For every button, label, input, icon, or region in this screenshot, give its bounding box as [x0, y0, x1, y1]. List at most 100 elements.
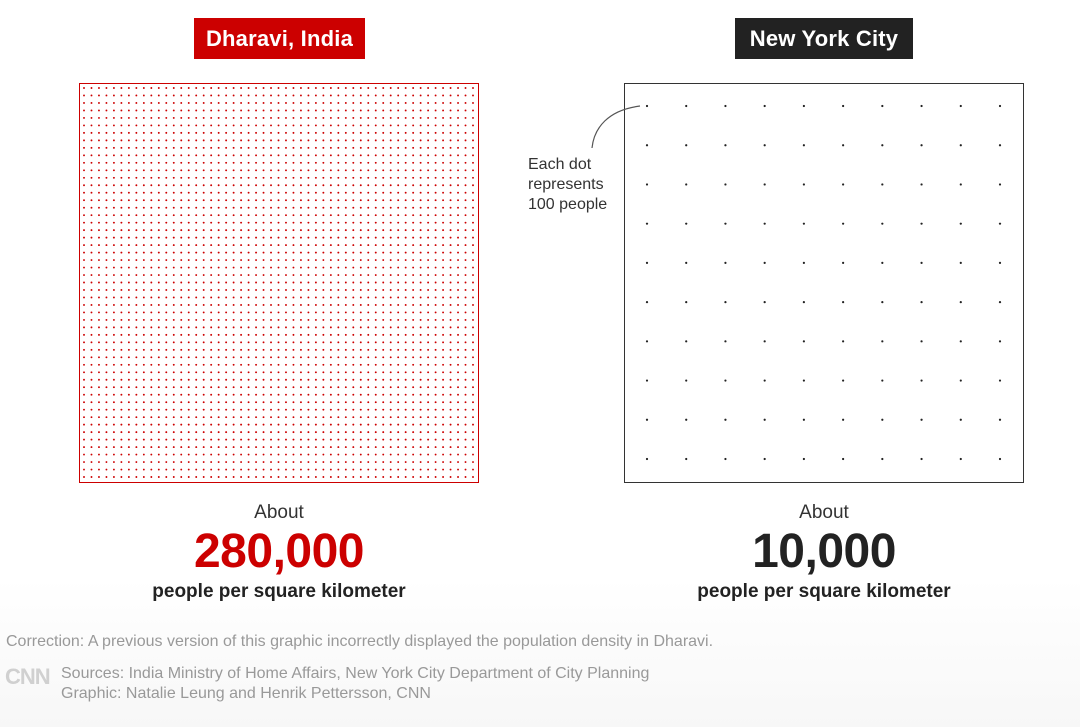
dharavi-dot-2141	[240, 386, 243, 389]
nyc-dot-62	[724, 340, 727, 343]
dharavi-dot-2738	[344, 468, 347, 471]
dharavi-dot-1155	[397, 244, 400, 247]
dharavi-dot-763	[240, 191, 243, 194]
dharavi-dot-1268	[449, 259, 452, 262]
dharavi-dot-500	[255, 154, 258, 157]
dharavi-dot-2087	[232, 378, 235, 381]
dharavi-dot-560	[307, 161, 310, 164]
dharavi-dot-1141	[292, 244, 295, 247]
dharavi-dot-1134	[240, 244, 243, 247]
nyc-dot-9	[998, 104, 1002, 108]
nyc-dot-88	[959, 418, 962, 421]
dharavi-dot-2326	[434, 408, 437, 411]
dharavi-dot-1793	[412, 333, 415, 336]
dharavi-dot-2655	[120, 461, 123, 463]
dharavi-dot-1967	[127, 363, 130, 366]
dharavi-dot-906	[120, 214, 123, 217]
dharavi-dot-325	[135, 131, 138, 134]
nyc-dot-72	[724, 379, 727, 382]
dharavi-dot-2497	[127, 438, 130, 441]
dharavi-dot-138	[322, 102, 325, 104]
dharavi-dot-2564	[232, 446, 235, 449]
dharavi-dot-1269	[457, 259, 459, 262]
dharavi-dot-790	[442, 191, 445, 194]
dharavi-dot-50	[457, 87, 459, 89]
dharavi-dot-2623	[277, 453, 280, 456]
dharavi-dot-829	[337, 199, 340, 202]
dharavi-dot-1750	[90, 333, 93, 336]
dharavi-dot-524	[434, 154, 437, 157]
dharavi-dot-826	[314, 199, 317, 202]
dharavi-dot-2773	[210, 476, 213, 478]
nyc-dot-21	[685, 183, 688, 186]
dharavi-dot-2635	[367, 453, 370, 456]
dharavi-dot-2681	[314, 461, 317, 463]
dharavi-dot-1701	[120, 326, 123, 329]
dharavi-dot-1310	[367, 266, 370, 269]
dharavi-dot-2078	[165, 378, 168, 381]
dharavi-dot-2052	[367, 371, 370, 374]
dharavi-dot-922	[240, 214, 243, 217]
dharavi-dot-920	[225, 214, 228, 217]
dharavi-dot-1629	[374, 311, 377, 314]
dharavi-dot-1162	[449, 244, 452, 247]
dharavi-dot-2742	[374, 468, 377, 471]
dharavi-dot-2107	[382, 378, 385, 381]
dharavi-dot-1882	[285, 348, 287, 351]
dharavi-dot-1780	[314, 333, 317, 336]
dharavi-dot-2624	[285, 453, 287, 456]
dharavi-dot-1562	[270, 303, 272, 306]
dharavi-dot-1724	[292, 326, 295, 329]
dharavi-dot-1746	[457, 326, 459, 329]
dharavi-dot-1924	[202, 356, 205, 359]
dharavi-dot-1229	[157, 259, 160, 262]
dharavi-dot-507	[307, 154, 310, 157]
dharavi-dot-26	[277, 87, 280, 89]
dharavi-dot-2612	[195, 453, 198, 456]
dharavi-dot-2285	[127, 408, 130, 411]
dharavi-dot-815	[232, 199, 235, 202]
dharavi-dot-2455	[210, 431, 213, 434]
dharavi-dot-168	[150, 109, 153, 112]
dharavi-dot-918	[210, 214, 213, 217]
dharavi-dot-2011	[457, 363, 459, 366]
dharavi-dot-1711	[195, 326, 198, 329]
dharavi-dot-1766	[210, 333, 213, 336]
nyc-dot-99	[998, 457, 1002, 461]
dharavi-dot-2034	[232, 371, 235, 374]
dharavi-dot-1248	[299, 259, 302, 262]
dharavi-dot-2139	[225, 386, 228, 389]
dharavi-dot-1618	[292, 311, 295, 314]
dharavi-dot-1283	[165, 266, 168, 269]
dharavi-dot-478	[90, 154, 93, 157]
dharavi-dot-2417	[322, 423, 325, 426]
dharavi-dot-1224	[120, 259, 123, 262]
dharavi-dot-2597	[83, 453, 85, 456]
dharavi-dot-270	[120, 124, 123, 127]
dharavi-dot-1084	[262, 236, 265, 239]
dharavi-dot-1516	[322, 296, 325, 299]
dharavi-dot-243	[314, 116, 317, 119]
dharavi-dot-8	[142, 87, 145, 89]
dharavi-dot-1178	[172, 251, 175, 254]
dharavi-dot-1354	[299, 274, 302, 276]
dharavi-dot-1548	[165, 303, 168, 306]
dharavi-dot-2127	[135, 386, 138, 389]
dharavi-dot-1791	[397, 333, 400, 336]
dharavi-dot-1412	[337, 281, 340, 284]
dharavi-dot-1861	[127, 348, 130, 351]
dharavi-dot-515	[367, 154, 370, 157]
dharavi-dot-1880	[270, 348, 272, 351]
dharavi-dot-2573	[299, 446, 302, 449]
dharavi-dot-2175	[98, 393, 100, 396]
dharavi-dot-208	[449, 109, 452, 112]
dharavi-dot-232	[232, 116, 235, 119]
dharavi-dot-1754	[120, 333, 123, 336]
dharavi-dot-2495	[112, 438, 115, 441]
dharavi-dot-1979	[217, 363, 220, 366]
dharavi-dot-1271	[472, 259, 474, 262]
dharavi-dot-365	[434, 131, 437, 134]
dharavi-dot-2518	[285, 438, 287, 441]
dharavi-dot-836	[389, 199, 392, 202]
dharavi-dot-2378	[427, 416, 430, 419]
